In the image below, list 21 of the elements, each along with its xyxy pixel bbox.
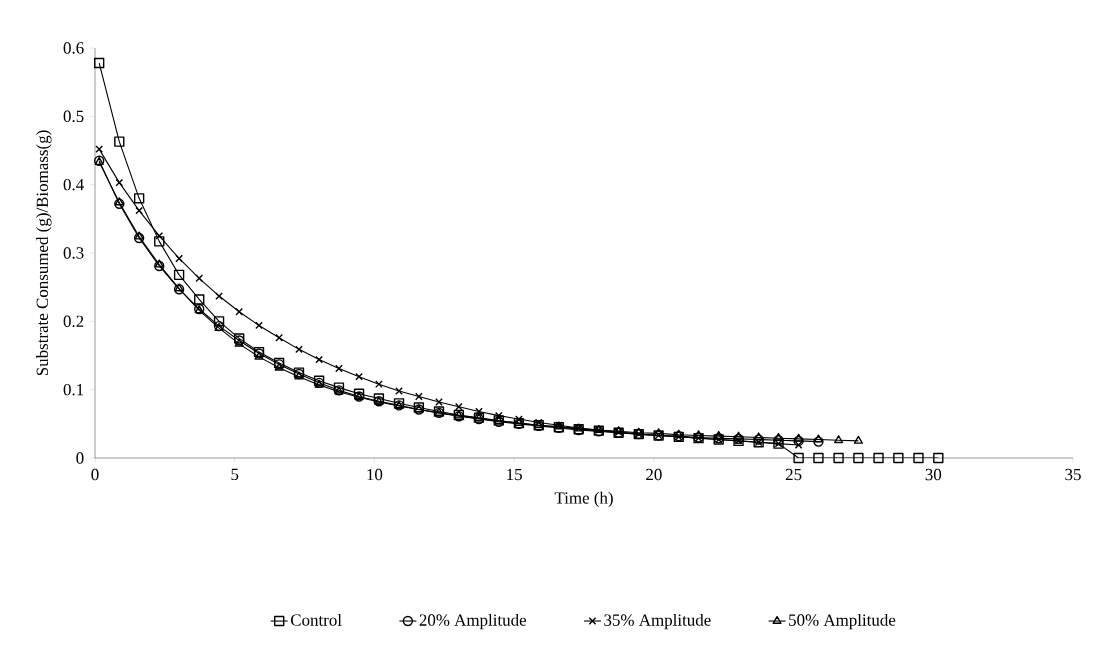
- y-tick-label: 0.5: [63, 110, 84, 123]
- x-tick-label: 30: [925, 468, 942, 481]
- x-tick-label: 5: [231, 468, 239, 481]
- x-tick-label: 20: [646, 468, 662, 481]
- y-axis-title: Substrate Consumed (g)/Biomass(g): [36, 130, 52, 376]
- x-tick-label: 0: [91, 468, 99, 481]
- y-tick-label: 0: [76, 452, 84, 464]
- y-tick-label: 0.1: [63, 383, 84, 396]
- x-tick-label: 10: [367, 468, 383, 481]
- y-tick-label: 0.3: [63, 247, 84, 259]
- legend-label: 35% Amplitude: [604, 613, 711, 630]
- legend-label: 50% Amplitude: [789, 613, 896, 630]
- x-tick-label: 15: [507, 468, 522, 481]
- y-tick-label: 0.6: [63, 42, 84, 54]
- legend-label: Control: [290, 613, 342, 626]
- x-axis-title: Time (h): [554, 491, 613, 508]
- y-tick-label: 0.2: [63, 315, 84, 328]
- legend-label: 20% Amplitude: [419, 613, 527, 630]
- x-tick-label: 35: [1065, 468, 1081, 481]
- y-tick-label: 0.4: [63, 178, 84, 191]
- x-tick-label: 25: [785, 468, 802, 481]
